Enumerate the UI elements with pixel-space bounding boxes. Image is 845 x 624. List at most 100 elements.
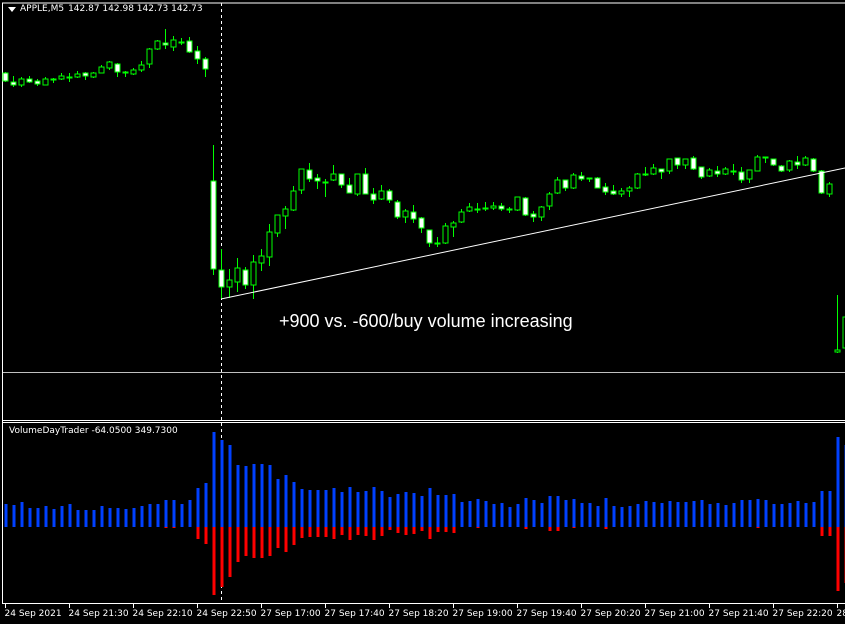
sell-volume-bar <box>332 527 336 539</box>
bear-candle-body <box>346 184 353 194</box>
sell-volume-bar <box>420 527 424 531</box>
bull-candle-body <box>122 71 129 74</box>
buy-volume-bar <box>772 504 776 527</box>
candle <box>242 267 249 289</box>
bull-candle-body <box>178 41 185 44</box>
time-tick-label: 24 Sep 22:50 <box>197 609 257 619</box>
buy-volume-bar <box>444 495 448 527</box>
sell-volume-bar <box>356 527 360 535</box>
buy-volume-bar <box>828 491 832 527</box>
candle <box>474 203 481 213</box>
sell-volume-bar <box>388 527 392 530</box>
candle <box>130 68 137 75</box>
candle <box>578 172 585 181</box>
buy-volume-bar <box>412 493 416 527</box>
bear-candle-body <box>674 157 681 166</box>
buy-volume-bar <box>260 464 264 527</box>
buy-volume-bar <box>604 498 608 527</box>
bull-candle-body <box>586 177 593 180</box>
buy-volume-bar <box>668 501 672 527</box>
sell-volume-bar <box>572 527 576 528</box>
bear-candle-body <box>114 63 121 73</box>
candle <box>746 169 753 183</box>
sell-volume-bar <box>548 527 552 531</box>
volume-histogram <box>4 432 845 595</box>
candle <box>770 158 777 166</box>
buy-volume-bar <box>644 501 648 527</box>
buy-volume-bar <box>108 508 112 527</box>
buy-volume-bar <box>12 505 16 527</box>
bear-candle-body <box>314 177 321 182</box>
indicator-title: VolumeDayTrader -64.0500 349.7300 <box>9 426 178 436</box>
time-tick-label: 27 Sep 22:20 <box>773 609 833 619</box>
buy-volume-bar <box>812 502 816 527</box>
buy-volume-bar <box>548 496 552 527</box>
candle <box>370 188 377 204</box>
bull-candle-body <box>226 279 233 288</box>
trendline <box>220 167 845 300</box>
bull-candle-body <box>722 168 729 175</box>
buy-volume-bar <box>332 488 336 527</box>
candle <box>530 211 537 222</box>
buy-volume-bar <box>820 491 824 527</box>
buy-volume-bar <box>148 504 152 527</box>
bear-candle-body <box>738 171 745 181</box>
candle <box>122 71 129 77</box>
buy-volume-bar <box>44 506 48 527</box>
bull-candle-body <box>354 173 361 195</box>
bear-candle-body <box>578 175 585 180</box>
sell-volume-bar <box>820 527 824 536</box>
buy-volume-bar <box>516 504 520 527</box>
chart-title[interactable]: APPLE,M5 142.87 142.98 142.73 142.73 <box>8 4 203 14</box>
bull-candle-body <box>90 72 97 78</box>
candle <box>434 237 441 247</box>
bull-candle-body <box>634 173 641 189</box>
time-tick-label: 27 Sep 20:20 <box>581 609 641 619</box>
bull-candle-body <box>466 206 473 212</box>
candle <box>362 168 369 195</box>
bull-candle-body <box>98 66 105 74</box>
bull-candle-body <box>330 173 337 181</box>
buy-volume-bar <box>204 483 208 527</box>
bull-candle-body <box>298 168 305 191</box>
chart-objects[interactable] <box>3 167 845 373</box>
buy-volume-bar <box>228 445 232 527</box>
dropdown-triangle-icon[interactable] <box>8 6 16 12</box>
candle <box>490 202 497 210</box>
bear-candle-body <box>26 78 33 83</box>
buy-volume-bar <box>428 488 432 527</box>
buy-volume-bar <box>700 500 704 527</box>
candle <box>674 157 681 169</box>
sell-volume-bar <box>324 527 328 537</box>
time-tick-label: 27 Sep 21:00 <box>645 609 705 619</box>
candle <box>786 160 793 172</box>
candle <box>410 205 417 223</box>
sell-volume-bar <box>244 527 248 556</box>
candle <box>514 196 521 211</box>
candle <box>482 202 489 211</box>
candle <box>322 179 329 197</box>
candle <box>690 156 697 170</box>
bear-candle-body <box>210 180 217 270</box>
candle <box>306 163 313 182</box>
bear-candle-body <box>562 179 569 189</box>
buy-volume-bar <box>84 510 88 527</box>
buy-volume-bar <box>268 465 272 527</box>
buy-volume-bar <box>420 496 424 527</box>
candle <box>394 200 401 219</box>
candle <box>818 170 825 194</box>
text-annotation[interactable]: +900 vs. -600/buy volume increasing <box>279 311 573 331</box>
buy-volume-bar <box>124 509 128 527</box>
bull-candle-body <box>58 75 65 80</box>
bear-candle-body <box>498 205 505 210</box>
sell-volume-bar <box>300 527 304 538</box>
buy-volume-bar <box>300 489 304 527</box>
candle <box>586 177 593 182</box>
buy-volume-bar <box>252 464 256 527</box>
candle <box>194 46 201 64</box>
sell-volume-bar <box>756 527 760 528</box>
buy-volume-bar <box>524 498 528 527</box>
buy-volume-bar <box>100 506 104 527</box>
buy-volume-bar <box>596 506 600 527</box>
